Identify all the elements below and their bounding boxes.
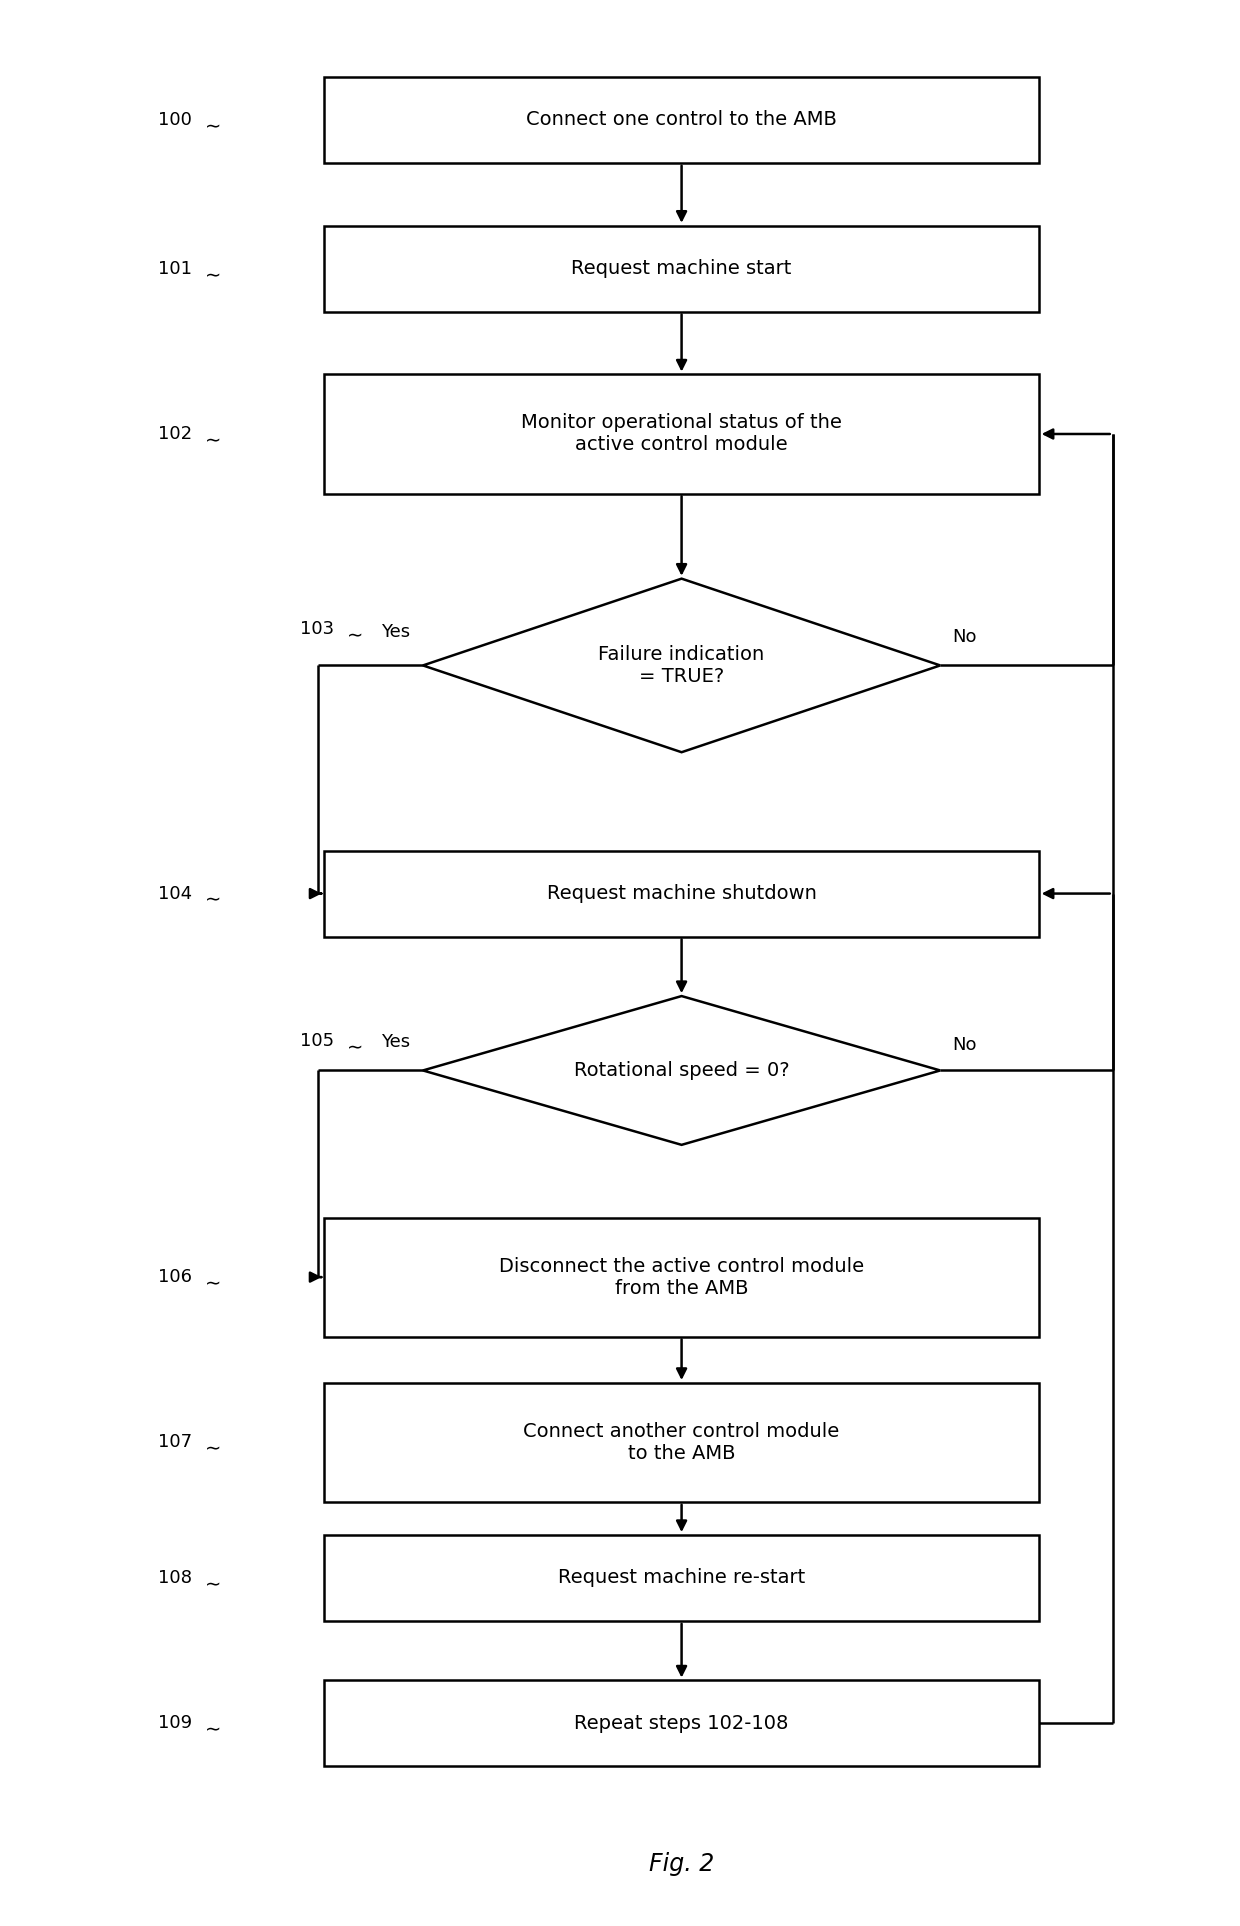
Text: No: No: [952, 1036, 977, 1054]
Text: ∼: ∼: [205, 266, 221, 285]
Text: 104: 104: [159, 884, 192, 903]
Text: ∼: ∼: [205, 1575, 221, 1595]
Text: Monitor operational status of the
active control module: Monitor operational status of the active…: [521, 414, 842, 455]
Text: Yes: Yes: [382, 622, 410, 641]
Text: ∼: ∼: [205, 1275, 221, 1292]
FancyBboxPatch shape: [325, 225, 1039, 312]
FancyBboxPatch shape: [325, 1217, 1039, 1337]
Text: 105: 105: [300, 1032, 334, 1050]
Text: 108: 108: [159, 1570, 192, 1587]
Text: Failure indication
= TRUE?: Failure indication = TRUE?: [599, 645, 765, 686]
Text: Connect one control to the AMB: Connect one control to the AMB: [526, 110, 837, 129]
Text: Connect another control module
to the AMB: Connect another control module to the AM…: [523, 1421, 839, 1464]
Text: 102: 102: [159, 426, 192, 443]
Text: Yes: Yes: [382, 1032, 410, 1050]
Text: ∼: ∼: [205, 1720, 221, 1739]
Text: Disconnect the active control module
from the AMB: Disconnect the active control module fro…: [498, 1256, 864, 1298]
FancyBboxPatch shape: [325, 374, 1039, 493]
Text: 107: 107: [159, 1433, 192, 1452]
FancyBboxPatch shape: [325, 1383, 1039, 1502]
Text: 106: 106: [159, 1267, 192, 1287]
Text: Request machine re-start: Request machine re-start: [558, 1568, 805, 1587]
Text: Request machine shutdown: Request machine shutdown: [547, 884, 816, 903]
Text: ∼: ∼: [346, 1038, 363, 1057]
Text: 100: 100: [159, 112, 192, 129]
Text: ∼: ∼: [205, 1439, 221, 1458]
Text: ∼: ∼: [205, 431, 221, 451]
Text: Repeat steps 102-108: Repeat steps 102-108: [574, 1714, 789, 1733]
Text: ∼: ∼: [205, 117, 221, 137]
Text: 101: 101: [159, 260, 192, 277]
FancyBboxPatch shape: [325, 1681, 1039, 1766]
Text: Request machine start: Request machine start: [572, 260, 792, 277]
FancyBboxPatch shape: [325, 851, 1039, 936]
FancyBboxPatch shape: [325, 77, 1039, 164]
Text: Fig. 2: Fig. 2: [649, 1853, 714, 1876]
FancyBboxPatch shape: [325, 1535, 1039, 1622]
Text: ∼: ∼: [346, 626, 363, 645]
Polygon shape: [423, 996, 940, 1144]
Text: No: No: [952, 628, 977, 645]
Text: 109: 109: [159, 1714, 192, 1733]
Polygon shape: [423, 578, 940, 753]
Text: 103: 103: [300, 620, 334, 638]
Text: ∼: ∼: [205, 890, 221, 909]
Text: Rotational speed = 0?: Rotational speed = 0?: [574, 1061, 790, 1080]
